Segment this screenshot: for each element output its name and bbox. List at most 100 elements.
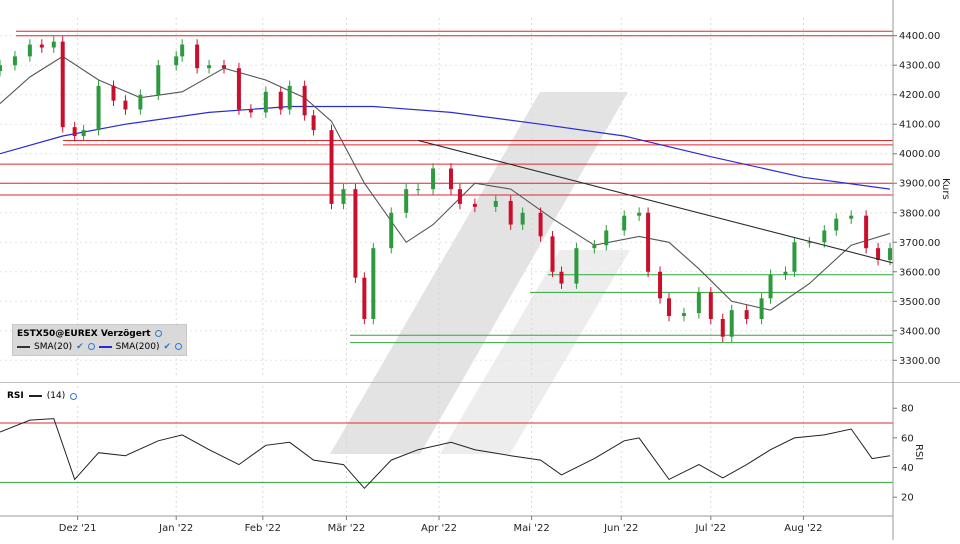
sma20-check-icon[interactable]: ✔ <box>76 341 84 352</box>
x-tick-label: Jun '22 <box>603 523 638 534</box>
grid <box>0 18 893 512</box>
sma200-label: SMA(200) <box>115 341 160 352</box>
watermark-slash-2 <box>440 250 630 454</box>
candle-body <box>520 212 525 225</box>
x-tick-label: Mai '22 <box>514 523 550 534</box>
candle-body <box>263 91 268 113</box>
rsi-label: RSI <box>7 391 24 401</box>
candle-body <box>353 189 358 278</box>
trendline <box>417 139 894 264</box>
x-tick-label: Feb '22 <box>245 523 281 534</box>
candle-body <box>783 271 788 275</box>
candles <box>0 36 893 342</box>
sma200-path <box>0 105 891 190</box>
candle-body <box>849 215 854 219</box>
rsi-legend: RSI (14) <box>4 389 81 403</box>
candle-body <box>864 215 869 249</box>
candle-body <box>156 65 161 95</box>
rsi-y-tick-label: 20 <box>901 493 914 504</box>
rsi-path <box>0 418 891 490</box>
candle-body <box>51 41 56 48</box>
candle-body <box>681 313 686 317</box>
x-tick-label: Aug '22 <box>784 523 822 534</box>
candle-body <box>622 215 627 231</box>
candle-body <box>744 310 749 319</box>
y-tick-label: 3900.00 <box>899 179 940 190</box>
y-tick-label: 4400.00 <box>899 31 940 42</box>
watermark-slash-1 <box>330 92 628 454</box>
candle-body <box>180 44 185 57</box>
candle-body <box>550 236 555 272</box>
horizontal-levels <box>0 30 893 344</box>
candle-body <box>12 56 17 66</box>
candle-body <box>508 200 513 225</box>
candle-body <box>60 41 65 128</box>
rsi-swatch <box>28 395 42 397</box>
y-tick-label: 3300.00 <box>899 356 940 367</box>
candle-body <box>759 298 764 319</box>
rsi-axis-title: RSI <box>913 444 924 460</box>
panel-divider <box>0 382 960 383</box>
instrument-label: ESTX50@EUREX Verzögert <box>17 328 151 339</box>
y-tick-label: 3600.00 <box>899 267 940 278</box>
candle-body <box>302 85 307 116</box>
rsi-y-tick-label: 80 <box>901 404 914 415</box>
candle-body <box>96 85 101 131</box>
candle-body <box>27 44 32 57</box>
y-tick-label: 4000.00 <box>899 149 940 160</box>
candle-body <box>876 248 881 260</box>
candle-body <box>362 277 367 319</box>
candle-body <box>72 127 77 137</box>
candle-body <box>448 168 453 190</box>
candle-body <box>195 44 200 69</box>
candle-body <box>236 68 241 110</box>
candle-body <box>389 212 394 249</box>
candle-body <box>39 44 44 48</box>
candle-body <box>311 115 316 131</box>
candle-body <box>329 130 334 204</box>
y-tick-label: 4300.00 <box>899 61 940 72</box>
rsi-gear-icon[interactable] <box>70 392 78 400</box>
candle-body <box>221 65 226 69</box>
candle-body <box>822 230 827 243</box>
watermark-logo <box>330 92 630 454</box>
candle-body <box>604 230 609 246</box>
candle-body <box>278 91 283 110</box>
sma20-swatch <box>17 345 30 348</box>
candle-body <box>637 212 642 216</box>
candle-body <box>696 292 701 314</box>
candle-body <box>431 168 436 190</box>
sma200-check-icon[interactable]: ✔ <box>163 341 172 352</box>
y-tick-label: 3500.00 <box>899 297 940 308</box>
x-tick-label: Jan '22 <box>158 523 193 534</box>
sma200-gear-icon[interactable] <box>175 343 183 350</box>
candle-body <box>538 212 543 237</box>
candle-body <box>834 218 839 231</box>
candle-body <box>287 85 292 110</box>
rsi-period: (14) <box>46 391 66 401</box>
gear-icon[interactable] <box>154 330 162 337</box>
y-tick-label: 4100.00 <box>899 120 940 131</box>
y-tick-label: 4200.00 <box>899 90 940 101</box>
y-tick-label: 3800.00 <box>899 208 940 219</box>
legend-sma-row: SMA(20) ✔ SMA(200) ✔ <box>17 340 183 353</box>
candle-body <box>174 56 179 66</box>
trendline-path <box>417 139 894 264</box>
candle-body <box>371 248 376 319</box>
rsi-panel <box>0 382 960 490</box>
candle-body <box>404 189 409 213</box>
sma200-swatch <box>98 345 112 348</box>
candle-body <box>592 245 597 249</box>
candle-body <box>768 274 773 299</box>
x-tick-label: Jul '22 <box>694 523 726 534</box>
candle-body <box>792 242 797 272</box>
candle-body <box>207 65 212 69</box>
sma20-gear-icon[interactable] <box>87 343 95 350</box>
legend-instrument-row: ESTX50@EUREX Verzögert <box>17 327 182 340</box>
candle-body <box>559 271 564 284</box>
x-tick-label: Mär '22 <box>328 523 366 534</box>
candle-body <box>138 94 143 110</box>
x-tick-label: Apr '22 <box>421 523 457 534</box>
